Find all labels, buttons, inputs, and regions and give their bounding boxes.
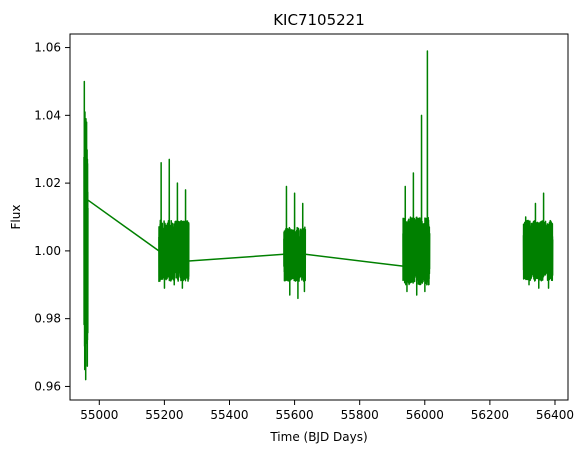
x-tick-label: 55000: [80, 408, 118, 422]
gap-connector-line: [188, 253, 284, 262]
y-tick-label: 0.98: [34, 312, 61, 326]
flux-observation-segment: [158, 158, 190, 289]
y-axis: 0.96 0.98 1.00 1.02 1.04 1.06: [34, 41, 70, 393]
flux-observation-segment: [283, 185, 307, 300]
chart-title: KIC7105221: [273, 11, 365, 29]
flux-observation-segment: [83, 80, 89, 381]
x-tick-label: 56000: [406, 408, 444, 422]
gap-connector-line: [305, 253, 404, 267]
flux-observation-segment: [522, 192, 554, 289]
y-tick-label: 1.06: [34, 41, 61, 55]
gap-connector-line: [87, 199, 160, 252]
data-layer: [83, 50, 554, 381]
flux-observation-segment: [402, 50, 431, 296]
x-tick-label: 55400: [210, 408, 248, 422]
x-axis-label: Time (BJD Days): [269, 430, 367, 444]
y-tick-label: 1.04: [34, 108, 61, 122]
x-tick-label: 55600: [275, 408, 313, 422]
x-tick-label: 55800: [341, 408, 379, 422]
x-tick-label: 55200: [145, 408, 183, 422]
x-axis: 55000 55200 55400 55600 55800 56000 56200 56400: [80, 400, 574, 422]
x-tick-label: 56400: [536, 408, 574, 422]
plot-frame: [69, 33, 569, 401]
y-axis-label: Flux: [9, 205, 23, 230]
y-tick-label: 0.96: [34, 379, 61, 393]
y-tick-label: 1.00: [34, 244, 61, 258]
x-tick-label: 56200: [471, 408, 509, 422]
y-tick-label: 1.02: [34, 176, 61, 190]
